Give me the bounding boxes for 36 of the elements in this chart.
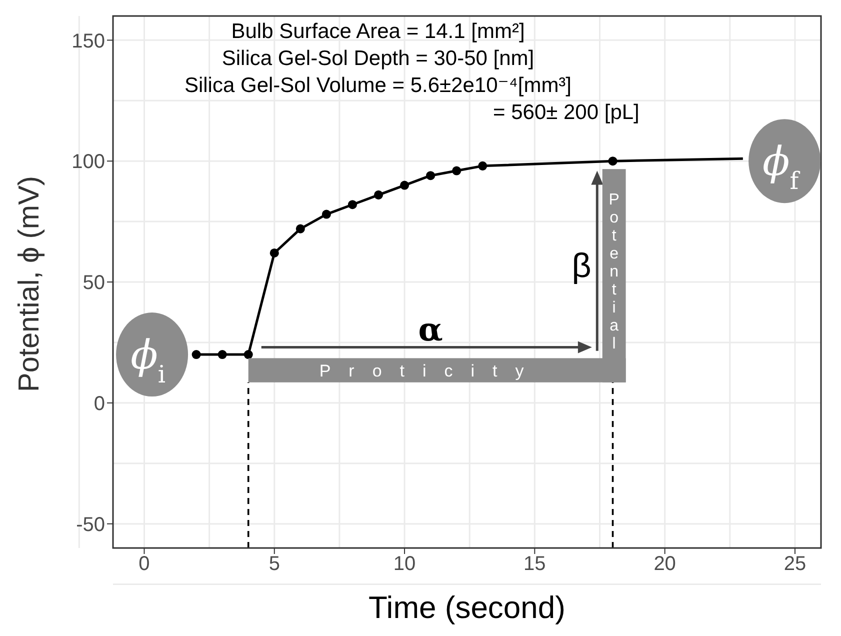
annotation: = 560± 200 [pL] <box>493 101 640 124</box>
y-tick-label: 100 <box>72 151 105 174</box>
point <box>478 161 488 170</box>
y-tick-label: 150 <box>72 30 105 52</box>
annotation: α <box>418 310 443 348</box>
point <box>192 350 201 360</box>
y-tick-label: 0 <box>94 393 105 416</box>
annotation: Bulb Surface Area = 14.1 [mm²] <box>231 20 525 43</box>
point <box>270 248 279 258</box>
x-tick-label: 0 <box>138 553 150 576</box>
annotation: ϕ$_{i}$ <box>130 332 166 389</box>
annotation: Silica Gel-Sol Depth = 30-50 [nm] <box>222 47 534 70</box>
y-tick-label: 50 <box>82 272 105 294</box>
x-tick-label: 10 <box>393 553 416 576</box>
point <box>608 156 618 166</box>
annotation: Proticity <box>319 361 542 380</box>
annotation: ϕ$_{f}$ <box>762 139 801 196</box>
point <box>296 224 305 234</box>
y-tick-label: -50 <box>76 514 105 536</box>
x-tick-label: 15 <box>524 553 546 576</box>
point <box>374 190 384 200</box>
annotation: Silica Gel-Sol Volume = 5.6±2e10⁻⁴[mm³] <box>184 74 572 97</box>
annotation: β <box>572 247 592 286</box>
x-tick-label: 25 <box>784 553 806 576</box>
point <box>322 210 331 219</box>
point <box>400 180 410 190</box>
point <box>218 350 227 360</box>
point <box>426 171 436 180</box>
annotation: Potential <box>606 191 623 354</box>
x-tick-label: 20 <box>654 553 676 576</box>
x-axis-title: Time (second) <box>368 590 566 625</box>
point <box>348 200 357 210</box>
point <box>244 350 253 360</box>
point <box>452 166 462 176</box>
x-tick-label: 5 <box>268 553 280 576</box>
y-axis-title: Potential, ϕ (mV) <box>13 176 46 392</box>
